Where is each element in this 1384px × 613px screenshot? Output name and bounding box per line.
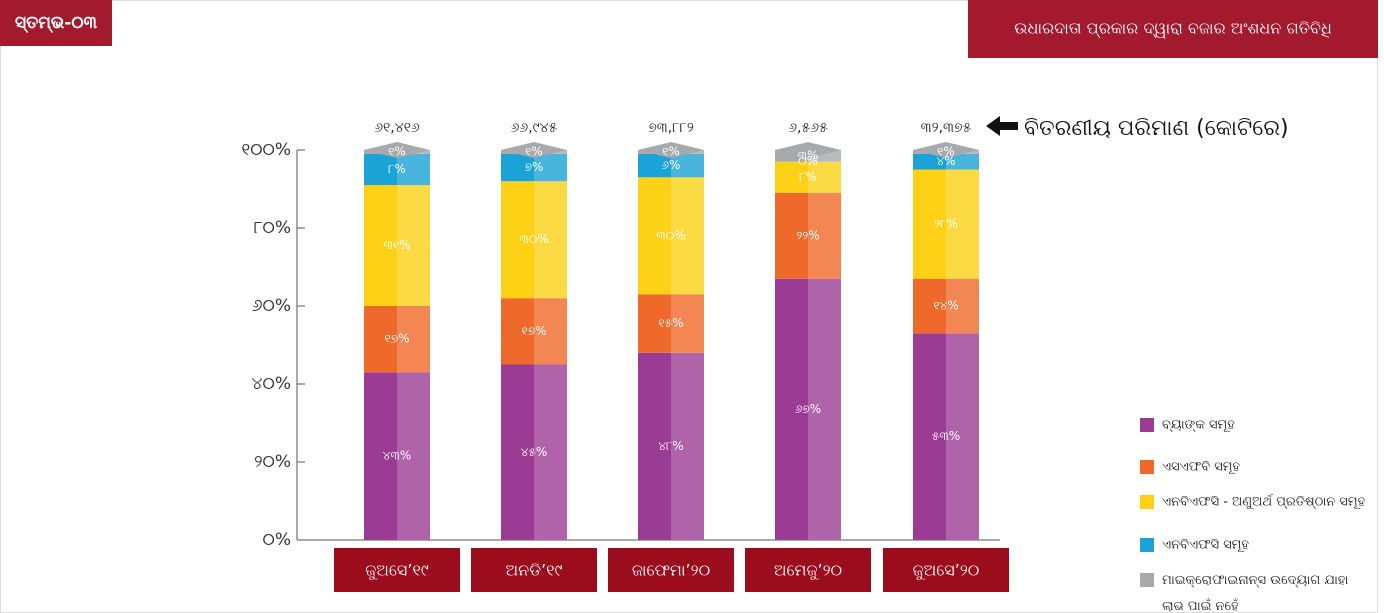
data-label: ୪୩% — [383, 449, 412, 463]
legend-label: ବ୍ୟାଙ୍କ ସମୂହ — [1162, 418, 1235, 434]
bar-segment — [913, 153, 979, 170]
data-label: ୧% — [525, 144, 543, 158]
bar-highlight — [397, 150, 430, 540]
bar-segment — [364, 153, 430, 186]
legend-swatch — [1140, 460, 1154, 474]
y-tick-label: ୦% — [263, 530, 291, 550]
annotation: ବିତରଣୀୟ ପରିମାଣ (କୋଟିରେ) — [1024, 116, 1289, 141]
data-label: ୫୩% — [932, 429, 960, 443]
data-label: ୩୦% — [519, 232, 549, 246]
bar-cap — [638, 142, 704, 158]
chart-title: ଉଧାରଦାତା ପ୍ରକାର ଦ୍ୱାରା ବଜାର ଅଂଶଧନ ଗତିବିଧ… — [1014, 19, 1332, 38]
category-box — [334, 548, 460, 592]
data-label: ୩% — [798, 148, 819, 162]
legend-label: ଏସଏଫବି ସମୂହ — [1162, 460, 1240, 476]
bar-segment — [775, 192, 841, 279]
data-label: ୪% — [936, 154, 955, 168]
data-label: ୧% — [388, 144, 406, 158]
data-label: ୧୫% — [658, 316, 683, 330]
bar-segment — [501, 153, 567, 182]
data-label: ୨୮% — [934, 217, 958, 231]
data-label: ୮% — [799, 170, 817, 184]
bar-cap — [913, 142, 979, 158]
bar-segment — [501, 181, 567, 299]
data-label: ୧% — [937, 144, 955, 158]
category-box — [608, 548, 734, 592]
y-tick-label: ୨୦% — [254, 452, 291, 472]
legend-swatch — [1140, 538, 1154, 552]
data-label: ୬% — [662, 158, 681, 172]
data-label: ୭% — [525, 160, 544, 174]
bar-segment — [638, 294, 704, 353]
data-label: ୩୦% — [656, 228, 686, 242]
total-label: ୩୨,୩୭୫ — [921, 120, 972, 136]
data-label: ୪୫% — [521, 445, 548, 459]
total-label: ୬୬,୯୪୫ — [511, 120, 558, 136]
data-label: ୧% — [662, 144, 680, 158]
data-label: ୬୭% — [795, 402, 821, 416]
x-tick-label: ଅମେଜୁ’୨୦ — [774, 561, 842, 581]
y-tick-label: ୮୦% — [254, 218, 291, 238]
data-label: ୩୧% — [383, 238, 410, 252]
y-tick-label: ୪୦% — [252, 374, 291, 394]
y-tick-label: ୧୦୦% — [241, 140, 291, 160]
badge-box — [0, 0, 112, 46]
legend-swatch — [1140, 573, 1154, 587]
bar-segment — [638, 352, 704, 540]
bar-segment — [638, 153, 704, 178]
bar-segment — [501, 364, 567, 540]
data-label: ୦% — [798, 154, 818, 168]
arrow — [986, 116, 1018, 136]
data-label: ୧୭% — [522, 324, 547, 338]
legend-swatch — [1140, 495, 1154, 509]
legend-swatch — [1140, 418, 1154, 432]
bar-segment — [775, 278, 841, 540]
total-label: ୬,୫୬୫ — [788, 120, 828, 136]
bar-segment — [364, 306, 430, 373]
x-tick-label: ଜୁଅସେ’୨୦ — [913, 561, 980, 581]
bar-highlight — [946, 150, 979, 540]
data-label: ୨୨% — [796, 228, 819, 242]
data-label: ୧୭% — [385, 332, 410, 346]
legend-label: ମାଇକ୍ରୋଫାଇନାନ୍ସ ଉଦ୍ୟୋଗ ଯାହା ଲାଭ ପାଇଁ ନହେଁ — [1162, 573, 1348, 613]
bar-highlight — [671, 150, 704, 540]
bar-segment — [913, 333, 979, 540]
x-tick-label: ଅନଡି’୧୯ — [506, 561, 563, 580]
bar-highlight — [808, 150, 841, 540]
category-box — [471, 548, 597, 592]
total-label: ୭୩,୮୮୨ — [648, 120, 694, 136]
x-tick-label: ଜାଫେମା’୨୦ — [632, 561, 710, 580]
bar-cap — [501, 142, 567, 158]
data-label: ୪୮% — [658, 439, 683, 453]
total-label: ୬୧,୪୧୬ — [374, 120, 420, 136]
bar-cap — [364, 142, 430, 158]
bar-highlight — [534, 150, 567, 540]
bar-cap — [775, 142, 841, 158]
bar-segment — [775, 161, 841, 193]
legend-label: ଏନବିଏଫସି - ଅଣୁଅର୍ଥ ପ୍ରତିଷ୍ଠାନ ସମୂହ — [1162, 494, 1366, 511]
bar-segment — [364, 185, 430, 306]
category-box — [883, 548, 1009, 592]
legend-label: ଏନବିଏଫସି ସମୂହ — [1162, 538, 1249, 554]
bar-segment — [913, 169, 979, 279]
data-label: ୧୪% — [933, 299, 958, 313]
bar-segment — [638, 177, 704, 295]
bar-segment — [913, 278, 979, 334]
category-box — [745, 548, 871, 592]
title-box — [968, 0, 1378, 58]
y-tick-label: ୬୦% — [252, 296, 291, 316]
bar-segment — [501, 298, 567, 365]
data-label: ୮% — [388, 162, 406, 176]
badge: ସ୍ତମ୍ଭ-୦୩ — [15, 13, 98, 34]
x-tick-label: ଜୁଅସେ’୧୯ — [365, 561, 429, 581]
bar-segment — [364, 372, 430, 540]
